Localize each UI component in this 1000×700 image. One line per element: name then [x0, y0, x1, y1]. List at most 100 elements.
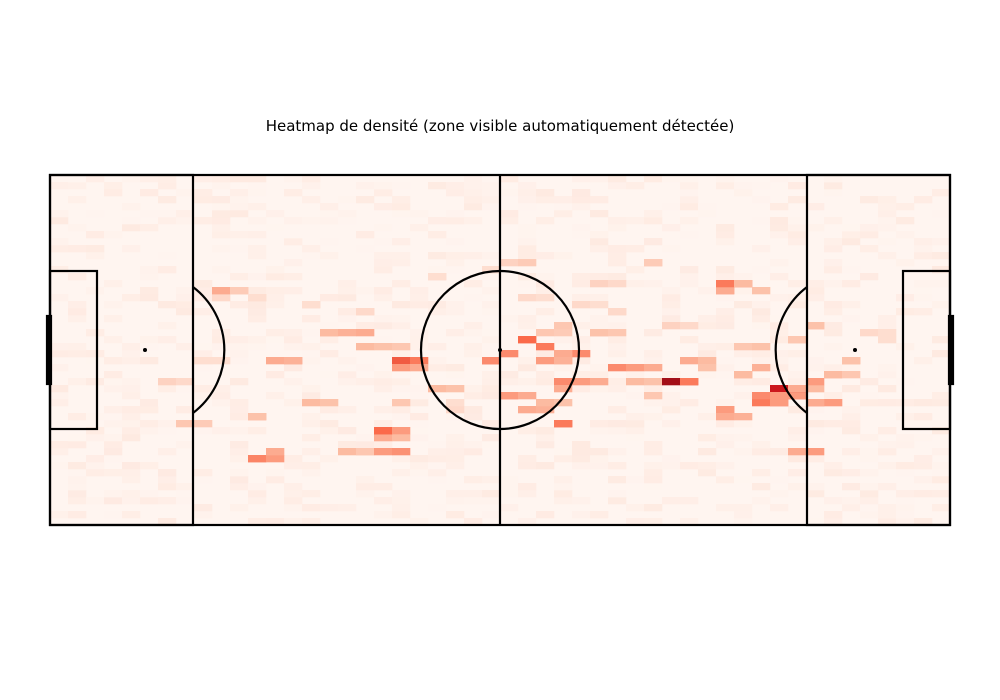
heatmap-cell	[914, 238, 933, 246]
heatmap-cell	[464, 441, 483, 449]
heatmap-cell	[140, 287, 159, 295]
heatmap-cell	[716, 343, 735, 351]
heatmap-cell	[824, 189, 843, 197]
heatmap-cell	[572, 511, 591, 519]
heatmap-cell	[536, 196, 555, 204]
heatmap-cell	[752, 217, 771, 225]
heatmap-cell	[554, 350, 573, 358]
heatmap-cell	[104, 371, 123, 379]
heatmap-cell	[914, 399, 933, 407]
heatmap-cell	[392, 350, 411, 358]
heatmap-cell	[716, 434, 735, 442]
heatmap-cell	[590, 315, 609, 323]
heatmap-cell	[284, 504, 303, 512]
heatmap-cell	[320, 371, 339, 379]
heatmap-cell	[104, 406, 123, 414]
heatmap-cell	[122, 203, 141, 211]
heatmap-cell	[536, 273, 555, 281]
heatmap-cell	[590, 427, 609, 435]
heatmap-cell	[770, 385, 789, 393]
heatmap-cell	[734, 518, 753, 526]
heatmap-cell	[932, 217, 951, 225]
heatmap-cell	[716, 371, 735, 379]
heatmap-cell	[104, 385, 123, 393]
heatmap-cell	[482, 497, 501, 505]
heatmap-cell	[716, 273, 735, 281]
heatmap-cell	[392, 364, 411, 372]
heatmap-cell	[932, 280, 951, 288]
heatmap-cell	[104, 182, 123, 190]
heatmap-cell	[536, 350, 555, 358]
heatmap-cell	[410, 434, 429, 442]
heatmap-cell	[392, 448, 411, 456]
heatmap-cell	[842, 448, 861, 456]
heatmap-cell	[392, 511, 411, 519]
heatmap-cell	[824, 511, 843, 519]
heatmap-cell	[932, 266, 951, 274]
heatmap-cell	[500, 504, 519, 512]
heatmap-cell	[104, 301, 123, 309]
heatmap-cell	[104, 280, 123, 288]
heatmap-cell	[176, 217, 195, 225]
heatmap-cell	[572, 357, 591, 365]
heatmap-cell	[230, 406, 249, 414]
heatmap-cell	[518, 238, 537, 246]
heatmap-cell	[878, 217, 897, 225]
heatmap-cell	[176, 378, 195, 386]
heatmap-cell	[248, 497, 267, 505]
heatmap-cell	[518, 280, 537, 288]
heatmap-cell	[932, 392, 951, 400]
heatmap-cell	[806, 490, 825, 498]
heatmap-cell	[230, 441, 249, 449]
heatmap-cell	[446, 210, 465, 218]
heatmap-cell	[644, 378, 663, 386]
heatmap-cell	[590, 364, 609, 372]
heatmap-cell	[932, 476, 951, 484]
heatmap-cell	[212, 196, 231, 204]
heatmap-cell	[824, 217, 843, 225]
heatmap-cell	[554, 266, 573, 274]
heatmap-cell	[860, 490, 879, 498]
heatmap-cell	[752, 287, 771, 295]
heatmap-cell	[644, 329, 663, 337]
heatmap-cell	[518, 490, 537, 498]
heatmap-cell	[68, 175, 87, 183]
heatmap-cell	[122, 343, 141, 351]
heatmap-cell	[590, 448, 609, 456]
heatmap-cell	[554, 476, 573, 484]
heatmap-cell	[248, 245, 267, 253]
heatmap-cell	[896, 294, 915, 302]
heatmap-cell	[464, 413, 483, 421]
heatmap-cell	[122, 497, 141, 505]
heatmap-cell	[734, 371, 753, 379]
heatmap-cell	[482, 252, 501, 260]
heatmap-cell	[338, 357, 357, 365]
heatmap-cell	[914, 462, 933, 470]
heatmap-cell	[860, 511, 879, 519]
heatmap-cell	[194, 420, 213, 428]
heatmap-cell	[698, 210, 717, 218]
heatmap-cell	[338, 441, 357, 449]
heatmap-cell	[410, 294, 429, 302]
heatmap-cell	[176, 490, 195, 498]
heatmap-cell	[680, 357, 699, 365]
heatmap-cell	[554, 210, 573, 218]
heatmap-cell	[878, 518, 897, 526]
heatmap-cell	[590, 455, 609, 463]
heatmap-cell	[140, 490, 159, 498]
heatmap-cell	[194, 287, 213, 295]
heatmap-cell	[86, 378, 105, 386]
heatmap-cell	[140, 210, 159, 218]
heatmap-cell	[716, 399, 735, 407]
heatmap-cell	[932, 427, 951, 435]
heatmap-cell	[842, 224, 861, 232]
heatmap-cell	[464, 385, 483, 393]
heatmap-cell	[644, 441, 663, 449]
heatmap-cell	[644, 350, 663, 358]
heatmap-cell	[284, 336, 303, 344]
heatmap-cell	[194, 343, 213, 351]
heatmap-cell	[572, 455, 591, 463]
heatmap-cell	[788, 231, 807, 239]
heatmap-cell	[482, 308, 501, 316]
heatmap-cell	[248, 203, 267, 211]
